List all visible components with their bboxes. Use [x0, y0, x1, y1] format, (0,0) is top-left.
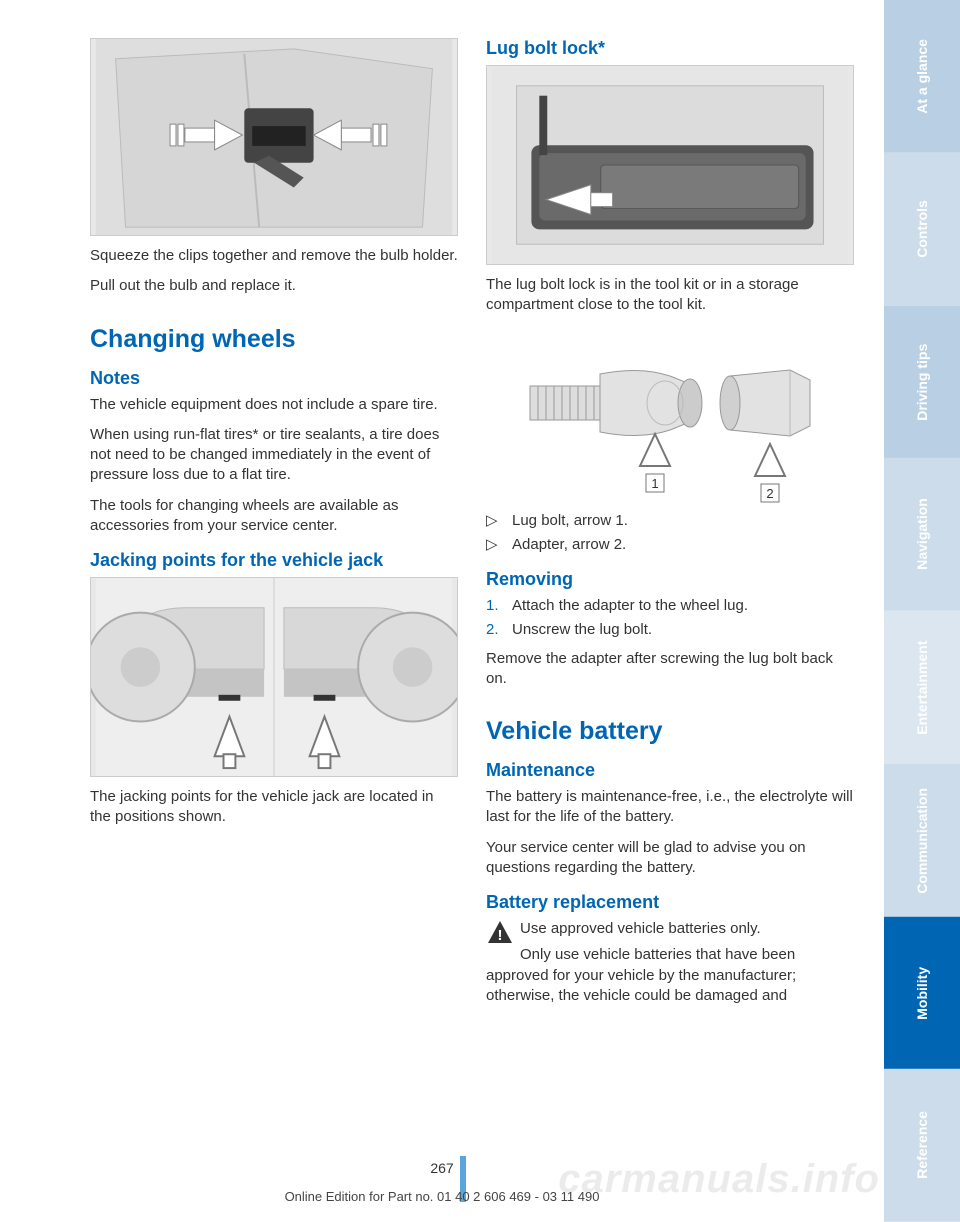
text: When using run-flat tires* or tire seala…: [90, 425, 458, 486]
heading-jacking-points: Jacking points for the vehicle jack: [90, 550, 458, 571]
list-text: Adapter, arrow 2.: [512, 535, 626, 555]
text: The jacking points for the vehicle jack …: [90, 787, 458, 828]
triangle-bullet-icon: ▷: [486, 511, 512, 531]
heading-maintenance: Maintenance: [486, 760, 854, 781]
heading-notes: Notes: [90, 368, 458, 389]
heading-removing: Removing: [486, 569, 854, 590]
text: Only use vehicle batteries that have bee…: [486, 945, 854, 1006]
tab-entertainment[interactable]: Entertainment: [884, 611, 960, 764]
heading-lug-bolt-lock: Lug bolt lock*: [486, 38, 854, 59]
heading-battery-replacement: Battery replacement: [486, 892, 854, 913]
triangle-bullet-icon: ▷: [486, 535, 512, 555]
heading-vehicle-battery: Vehicle battery: [486, 717, 854, 746]
text: Pull out the bulb and replace it.: [90, 276, 458, 296]
list-item: 2. Unscrew the lug bolt.: [486, 620, 854, 640]
text: The tools for changing wheels are availa…: [90, 496, 458, 537]
tab-driving-tips[interactable]: Driving tips: [884, 306, 960, 459]
figure-lug-bolt: 1 2: [486, 326, 854, 511]
list-item: ▷ Adapter, arrow 2.: [486, 535, 854, 555]
tab-at-a-glance[interactable]: At a glance: [884, 0, 960, 153]
list-text: Attach the adapter to the wheel lug.: [512, 596, 748, 616]
list-text: Unscrew the lug bolt.: [512, 620, 652, 640]
text: The lug bolt lock is in the tool kit or …: [486, 275, 854, 316]
text: The battery is maintenance-free, i.e., t…: [486, 787, 854, 828]
tab-reference[interactable]: Reference: [884, 1069, 960, 1222]
figure-tool-kit: [486, 65, 854, 265]
watermark: carmanuals.info: [558, 1157, 880, 1202]
tab-communication[interactable]: Communication: [884, 764, 960, 917]
figure-bulb-holder: [90, 38, 458, 236]
left-column: Squeeze the clips together and remove th…: [90, 38, 458, 1138]
text: Remove the adapter after screwing the lu…: [486, 649, 854, 690]
tab-controls[interactable]: Controls: [884, 153, 960, 306]
side-tabs: At a glanceControlsDriving tipsNavigatio…: [884, 0, 960, 1222]
svg-text:1: 1: [651, 476, 658, 491]
text: Squeeze the clips together and remove th…: [90, 246, 458, 266]
svg-text:!: !: [498, 927, 503, 944]
warning-icon: !: [486, 919, 514, 945]
figure-jacking-points: [90, 577, 458, 777]
svg-text:2: 2: [766, 486, 773, 501]
right-column: Lug bolt lock* The lug bolt lock is in t…: [486, 38, 854, 1138]
step-number: 2.: [486, 620, 512, 640]
list-text: Lug bolt, arrow 1.: [512, 511, 628, 531]
warning-block: ! Use approved vehicle batteries only. O…: [486, 919, 854, 1006]
step-number: 1.: [486, 596, 512, 616]
tab-mobility[interactable]: Mobility: [884, 917, 960, 1070]
list-item: ▷ Lug bolt, arrow 1.: [486, 511, 854, 531]
text: The vehicle equipment does not include a…: [90, 395, 458, 415]
list-item: 1. Attach the adapter to the wheel lug.: [486, 596, 854, 616]
tab-navigation[interactable]: Navigation: [884, 458, 960, 611]
heading-changing-wheels: Changing wheels: [90, 325, 458, 354]
text: Use approved vehicle batteries only.: [486, 919, 854, 939]
text: Your service center will be glad to advi…: [486, 838, 854, 879]
